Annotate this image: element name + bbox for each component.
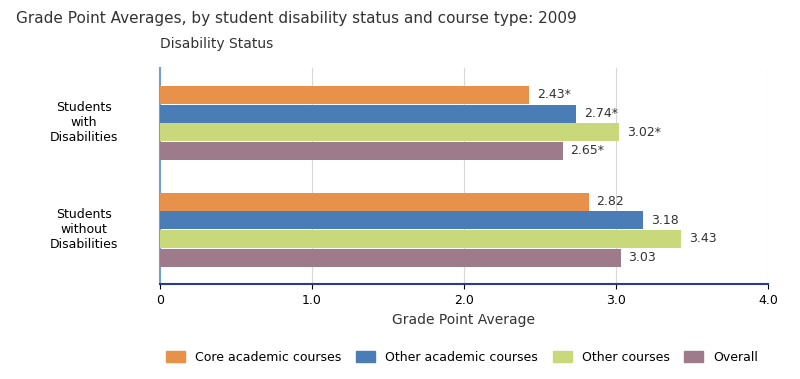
Text: 2.43*: 2.43*: [537, 88, 571, 102]
Bar: [160, 211, 643, 229]
Text: 2.74*: 2.74*: [584, 107, 618, 120]
Text: 3.18: 3.18: [651, 214, 678, 227]
Bar: [160, 123, 619, 141]
Bar: [160, 193, 589, 211]
Legend: Core academic courses, Other academic courses, Other courses, Overall: Core academic courses, Other academic co…: [166, 351, 758, 364]
Bar: [160, 249, 621, 266]
Bar: [160, 142, 562, 160]
X-axis label: Grade Point Average: Grade Point Average: [393, 313, 535, 327]
Text: 2.65*: 2.65*: [570, 144, 605, 157]
Bar: [160, 105, 577, 122]
Bar: [160, 86, 530, 104]
Text: 3.43: 3.43: [689, 232, 717, 246]
Text: 3.02*: 3.02*: [626, 125, 661, 139]
Text: Disability Status: Disability Status: [160, 37, 274, 51]
Bar: [160, 230, 682, 248]
Text: Grade Point Averages, by student disability status and course type: 2009: Grade Point Averages, by student disabil…: [16, 11, 577, 27]
Text: 3.03: 3.03: [628, 251, 656, 264]
Text: 2.82: 2.82: [596, 195, 624, 208]
